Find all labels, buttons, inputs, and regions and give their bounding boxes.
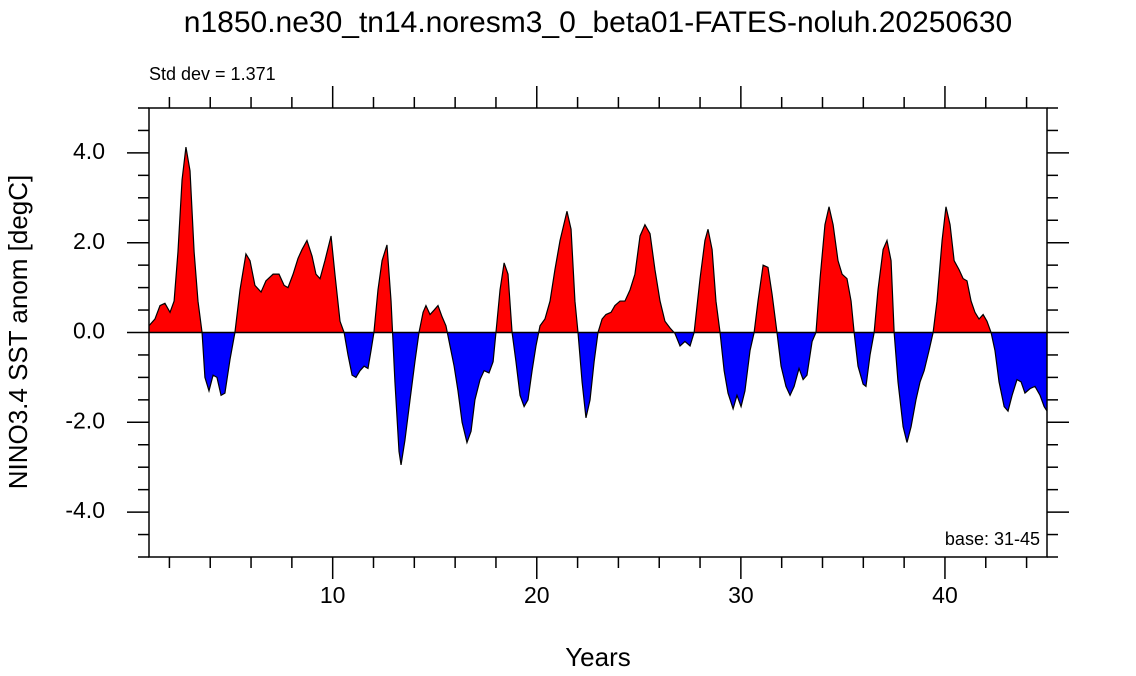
x-tick-label: 30 — [728, 582, 754, 608]
y-tick-label: 0.0 — [73, 318, 105, 344]
x-tick-label: 40 — [932, 582, 958, 608]
y-tick-label: 4.0 — [73, 138, 105, 164]
x-tick-label: 10 — [320, 582, 346, 608]
std-dev-annotation: Std dev = 1.371 — [149, 64, 276, 84]
y-tick-label: -4.0 — [65, 497, 105, 523]
positive-area — [149, 147, 1047, 333]
base-annotation: base: 31-45 — [945, 529, 1040, 549]
y-tick-label: -2.0 — [65, 407, 105, 433]
plot-area: 10 20 30 40 -4.0 -2.0 0.0 2.0 4.0 — [65, 86, 1069, 608]
x-tick-label: 20 — [524, 582, 550, 608]
chart-title: n1850.ne30_tn14.noresm3_0_beta01-FATES-n… — [184, 6, 1012, 39]
series-line — [148, 146, 1048, 466]
x-axis-label: Years — [565, 642, 631, 672]
y-axis-label: NINO3.4 SST anom [degC] — [3, 175, 33, 490]
y-tick-label: 2.0 — [73, 228, 105, 254]
